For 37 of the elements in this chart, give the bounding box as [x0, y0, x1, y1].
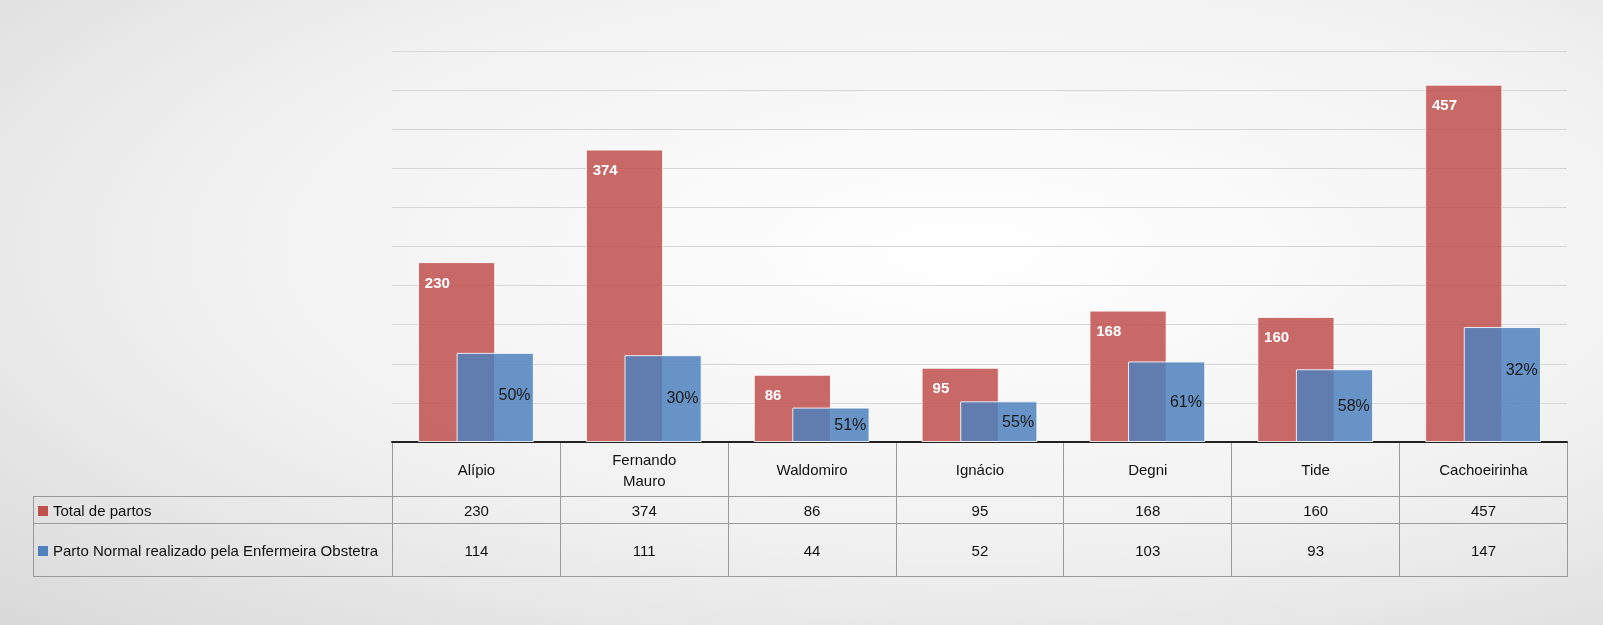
- x-tick-label: Cachoeirinha: [1438, 460, 1529, 480]
- annotation: 58%: [1337, 397, 1370, 415]
- data-label: 374: [560, 496, 729, 524]
- data-label: 44: [728, 523, 897, 577]
- annotation: 30%: [666, 388, 699, 406]
- annotation: 50%: [498, 386, 531, 404]
- x-tick-label: Fernando Mauro: [611, 449, 678, 491]
- data-label: 230: [392, 496, 561, 524]
- annotation: 95: [932, 379, 950, 397]
- x-tick-label: Waldomiro: [775, 460, 849, 480]
- annotation: 230: [424, 273, 450, 291]
- data-label: 93: [1231, 523, 1400, 577]
- data-label: 95: [896, 496, 1064, 524]
- data-label: 103: [1063, 523, 1232, 577]
- data-label: 111: [560, 523, 729, 577]
- data-label: 147: [1399, 523, 1568, 577]
- x-tick-label: Tide: [1300, 460, 1331, 480]
- annotation: 61%: [1169, 393, 1202, 411]
- annotation: 374: [592, 161, 619, 179]
- data-label: 168: [1063, 496, 1232, 524]
- legend-label: Total de partos: [53, 500, 152, 521]
- data-label: 160: [1231, 496, 1400, 524]
- data-label: 114: [392, 523, 561, 577]
- annotation: 86: [764, 386, 782, 404]
- data-label: 457: [1399, 496, 1568, 524]
- annotation: 168: [1096, 322, 1122, 340]
- data-label: 52: [896, 523, 1064, 577]
- data-label: 86: [728, 496, 897, 524]
- legend-label: Parto Normal realizado pela Enfermeira Obstetra: [53, 540, 379, 561]
- annotation: 160: [1264, 328, 1290, 346]
- x-tick-label: Degni: [1127, 460, 1169, 480]
- x-tick-label: Alípio: [456, 460, 497, 480]
- annotation: 55%: [1002, 413, 1035, 431]
- annotation: 32%: [1505, 360, 1538, 378]
- annotation: 51%: [834, 416, 867, 434]
- annotation: 457: [1431, 96, 1457, 114]
- x-tick-label: Ignácio: [954, 460, 1006, 480]
